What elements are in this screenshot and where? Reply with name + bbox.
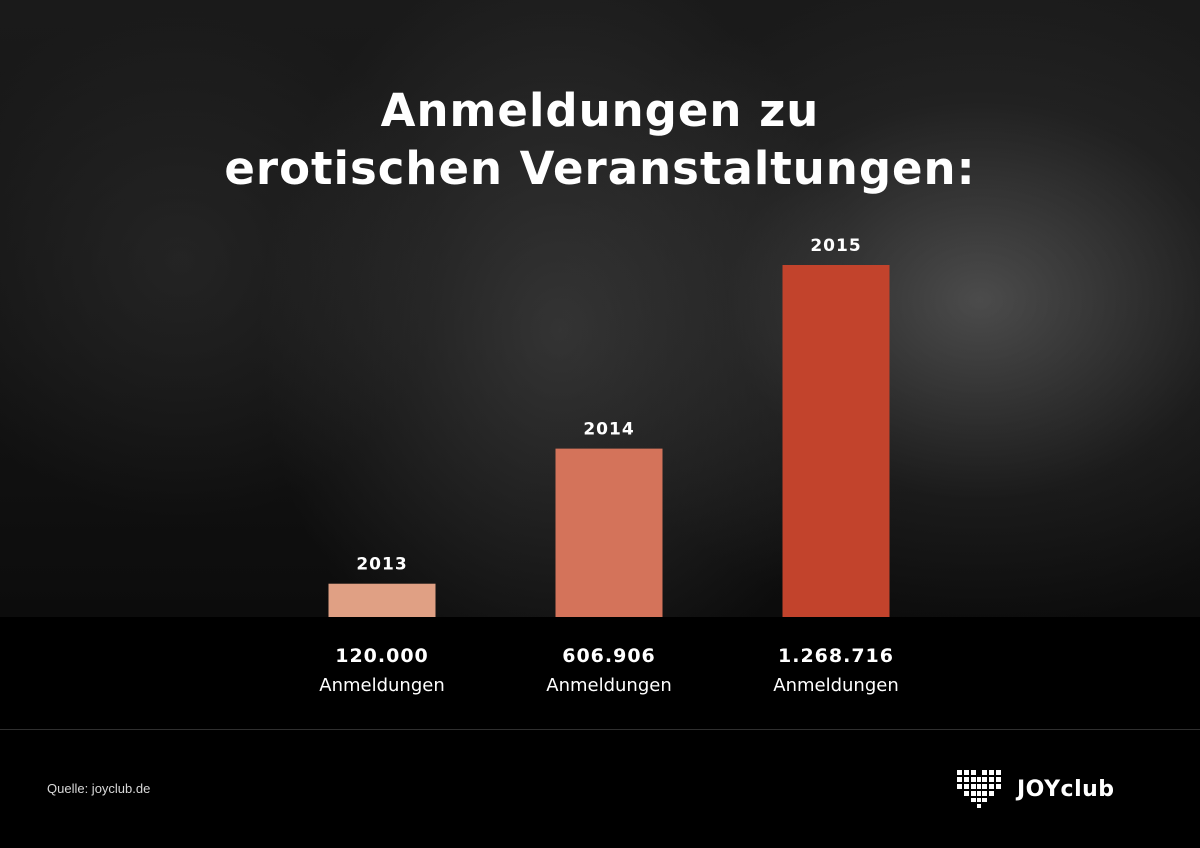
chart-title-line-2: erotischen Veranstaltungen: bbox=[224, 142, 976, 195]
chart-title-line-1: Anmeldungen zu bbox=[380, 84, 820, 137]
bar-2014 bbox=[555, 448, 663, 617]
bar-year-label-2013: 2013 bbox=[356, 555, 407, 575]
chart-title: Anmeldungen zu erotischen Veranstaltunge… bbox=[0, 82, 1200, 198]
bar-2015 bbox=[782, 265, 890, 617]
bar-value-label-2014: 606.906 bbox=[562, 645, 656, 667]
bar-2013 bbox=[328, 583, 436, 617]
bar-value-label-2015: 1.268.716 bbox=[778, 645, 894, 667]
bar-value-label-2013: 120.000 bbox=[335, 645, 429, 667]
bar-unit-label-2013: Anmeldungen bbox=[319, 675, 444, 696]
bar-year-label-2014: 2014 bbox=[583, 420, 634, 440]
bar-chart: 2013 120.000 Anmeldungen 2014 606.906 Anmeldu… bbox=[319, 236, 898, 696]
logo-wordmark: JOYclub bbox=[1017, 776, 1115, 802]
source-note: Quelle: joyclub.de bbox=[47, 781, 151, 796]
footer-divider bbox=[0, 729, 1200, 730]
bar-unit-label-2014: Anmeldungen bbox=[546, 675, 671, 696]
heart-icon bbox=[957, 770, 1001, 808]
bar-unit-label-2015: Anmeldungen bbox=[773, 675, 898, 696]
bar-year-label-2015: 2015 bbox=[810, 236, 861, 256]
joyclub-logo: JOYclub bbox=[955, 768, 1115, 810]
